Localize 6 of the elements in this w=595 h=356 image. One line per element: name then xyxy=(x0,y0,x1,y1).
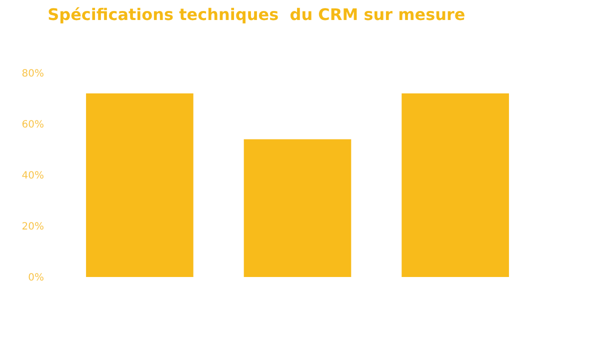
y-tick-label: 20% xyxy=(22,222,44,232)
y-tick-label: 80% xyxy=(22,68,44,80)
y-tick-label: 40% xyxy=(22,170,44,182)
y-tick-label: 0% xyxy=(28,272,44,284)
y-tick-label: 60% xyxy=(22,120,44,130)
chart-title: Spécifications techniques du CRM sur mesure xyxy=(48,5,466,24)
